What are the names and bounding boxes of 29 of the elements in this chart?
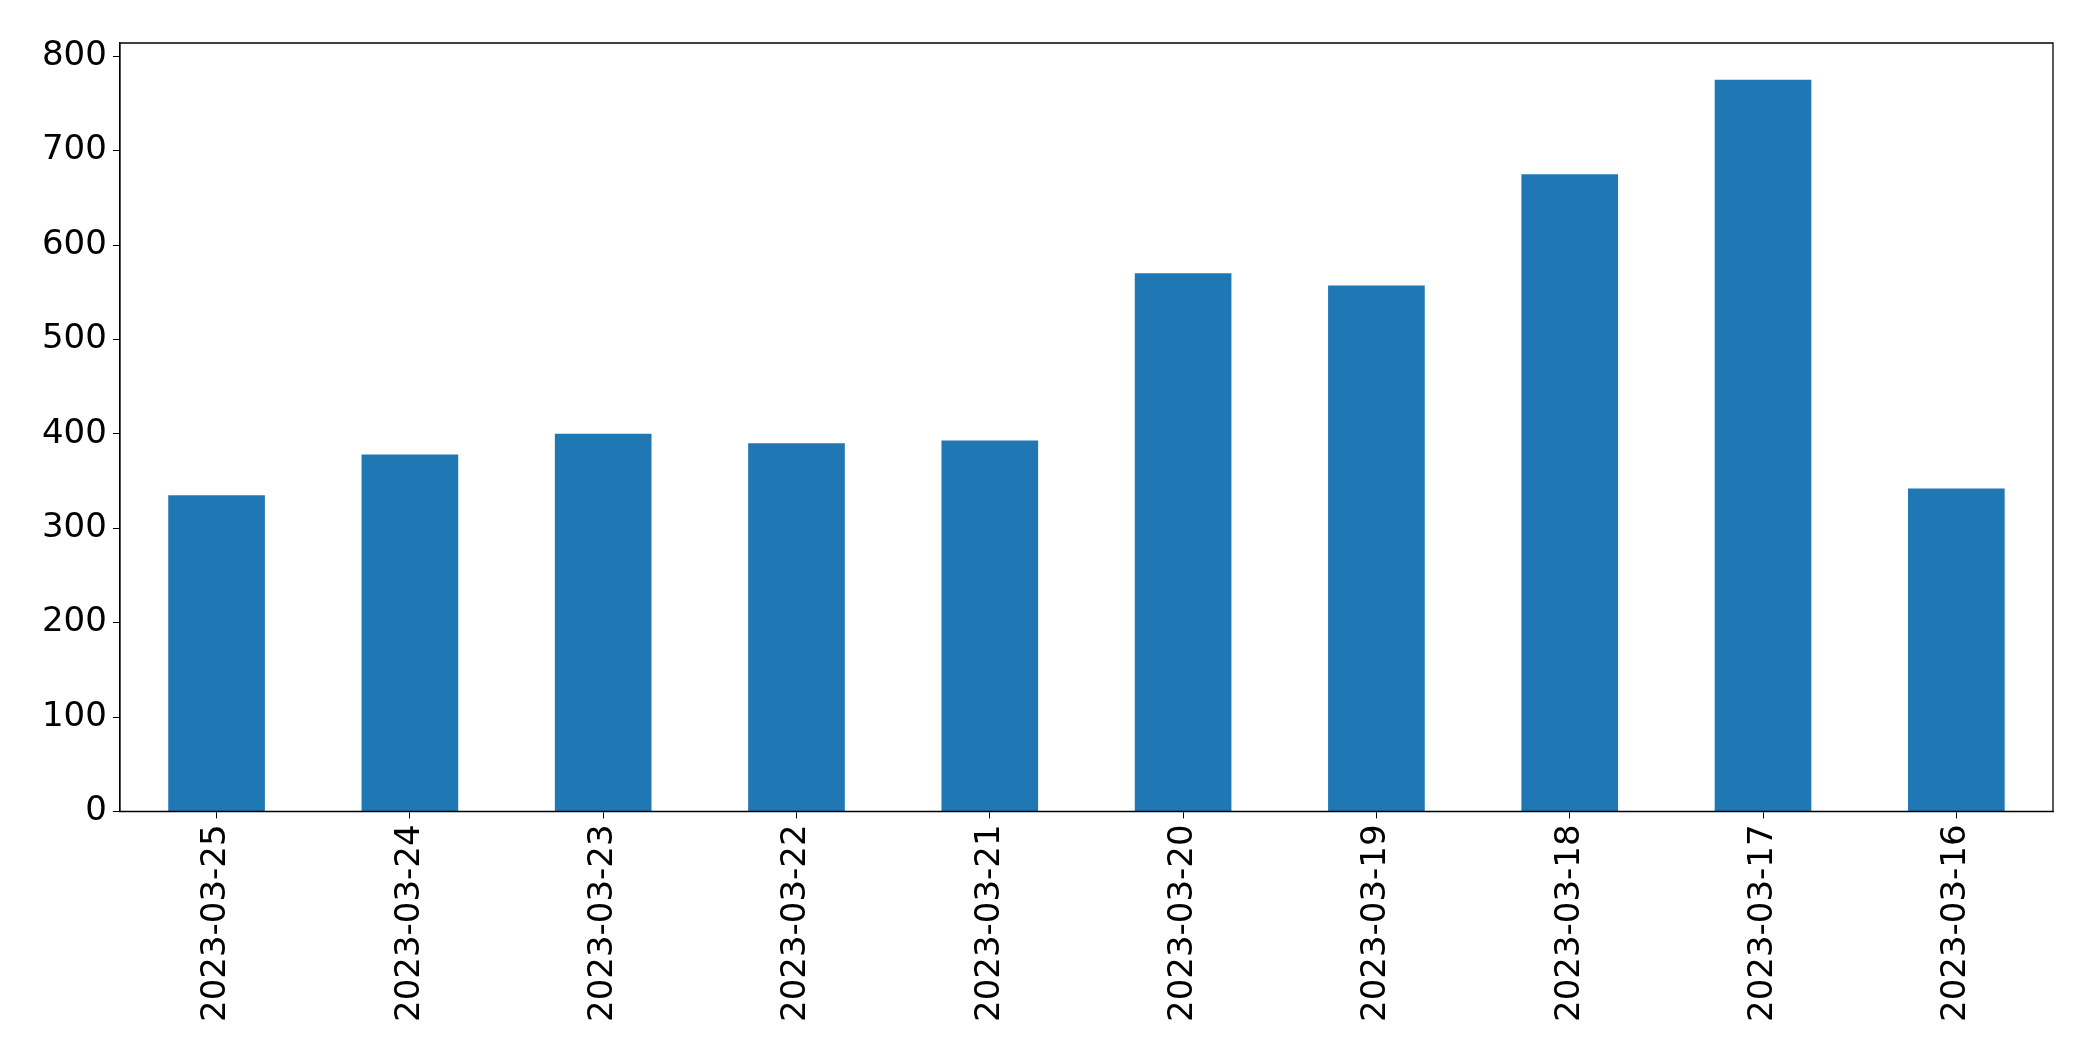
x-tick-label: 2023-03-22 [773, 824, 814, 1022]
y-tick-label: 300 [41, 505, 107, 546]
bar [1328, 285, 1425, 811]
bar [748, 443, 845, 811]
x-tick-label: 2023-03-24 [386, 824, 427, 1022]
x-tick-label: 2023-03-18 [1546, 824, 1587, 1022]
bar [168, 495, 265, 811]
x-tick-label: 2023-03-25 [193, 824, 234, 1022]
bar [1908, 488, 2005, 811]
bar [941, 440, 1039, 811]
x-tick-label: 2023-03-17 [1739, 824, 1780, 1022]
bar [1134, 273, 1232, 811]
y-tick-label: 100 [41, 693, 107, 734]
bar [1714, 79, 1812, 811]
bar [1521, 174, 1619, 811]
y-tick-label: 700 [41, 127, 107, 168]
y-tick-label: 600 [41, 221, 107, 262]
y-tick-label: 400 [41, 410, 107, 451]
y-tick-label: 0 [85, 788, 107, 829]
y-tick-label: 800 [41, 33, 107, 74]
x-tick-label: 2023-03-16 [1933, 824, 1974, 1022]
x-tick-label: 2023-03-19 [1353, 824, 1394, 1022]
x-tick-label: 2023-03-21 [966, 824, 1007, 1022]
bar [361, 454, 459, 811]
bar [554, 433, 652, 811]
x-tick-label: 2023-03-23 [580, 824, 620, 1022]
x-tick-label: 2023-03-20 [1159, 824, 1200, 1022]
y-tick-label: 200 [41, 599, 107, 640]
y-tick-label: 500 [41, 316, 107, 357]
